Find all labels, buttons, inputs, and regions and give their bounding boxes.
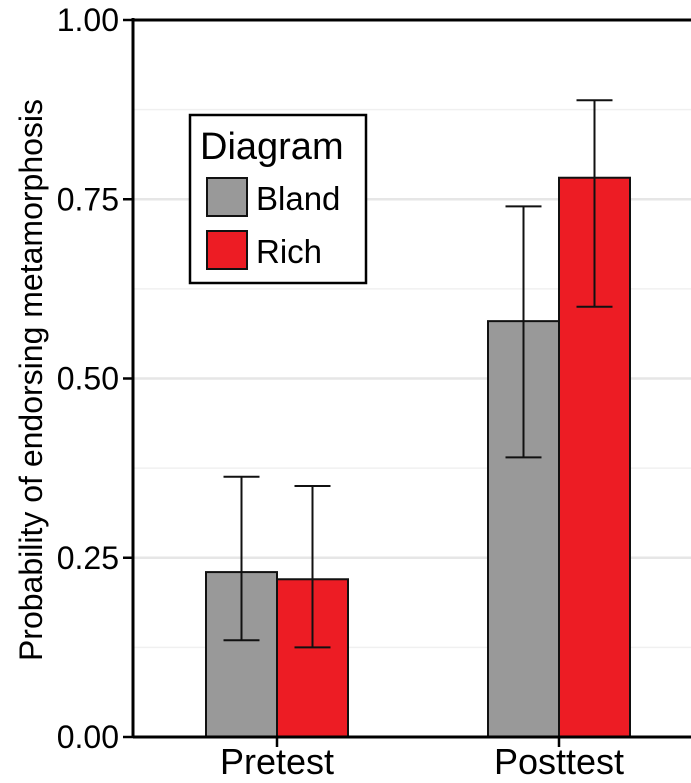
- legend-swatch-bland: [206, 177, 248, 217]
- x-category-label: Pretest: [220, 741, 334, 782]
- y-tick-labels: 0.00 0.25 0.50 0.75 1.00: [57, 2, 119, 755]
- bars: [205, 99, 631, 739]
- x-category-label: Posttest: [494, 741, 624, 782]
- axes: [123, 18, 691, 747]
- y-tick-label: 0.50: [57, 361, 119, 397]
- legend-title: Diagram: [200, 126, 344, 168]
- y-tick-label: 0.25: [57, 540, 119, 576]
- y-tick-label: 0.75: [57, 181, 119, 217]
- legend-label-bland: Bland: [256, 180, 340, 217]
- x-category-labels: Pretest Posttest: [220, 741, 624, 782]
- y-tick-label: 0.00: [57, 719, 119, 755]
- y-axis-label: Probability of endorsing metamorphosis: [13, 99, 49, 661]
- legend-swatch-rich: [206, 230, 248, 270]
- y-tick-label: 1.00: [57, 2, 119, 38]
- legend: Diagram Bland Rich: [188, 113, 368, 285]
- legend-label-rich: Rich: [256, 233, 322, 270]
